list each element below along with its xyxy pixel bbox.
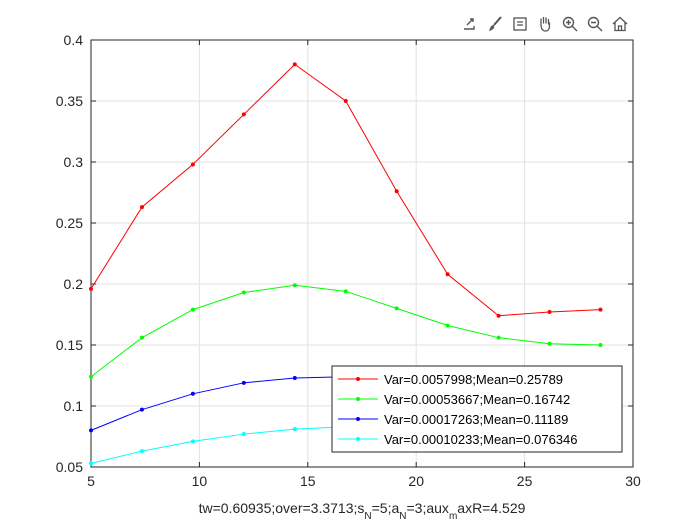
x-tick-label: 10 xyxy=(192,473,208,489)
data-point xyxy=(139,449,144,454)
x-tick-label: 25 xyxy=(517,473,533,489)
data-point xyxy=(547,310,552,315)
data-point xyxy=(89,428,93,433)
x-tick-label: 5 xyxy=(87,473,95,489)
x-axis-label: tw=0.60935;over=3.3713;sN=5;aN=3;auxmaxR… xyxy=(199,500,526,522)
data-point xyxy=(598,343,603,347)
legend-label-2: Var=0.00053667;Mean=0.16742 xyxy=(384,392,570,407)
y-tick-label: 0.4 xyxy=(64,32,84,48)
data-point xyxy=(292,62,297,67)
x-tick-label: 30 xyxy=(625,473,641,489)
brush-icon[interactable] xyxy=(483,12,506,36)
y-tick-label: 0.15 xyxy=(56,337,83,353)
y-tick-label: 0.05 xyxy=(56,459,83,475)
y-tick-label: 0.1 xyxy=(64,398,84,414)
pan-icon[interactable] xyxy=(533,12,556,36)
x-tick-label: 20 xyxy=(408,473,424,489)
data-point xyxy=(292,375,297,380)
data-point xyxy=(598,307,603,312)
zoom-out-icon[interactable] xyxy=(583,12,606,36)
data-point xyxy=(139,335,144,340)
data-point xyxy=(139,205,144,210)
home-icon[interactable] xyxy=(608,12,631,36)
y-tick-label: 0.35 xyxy=(56,93,83,109)
export-icon[interactable] xyxy=(458,12,481,36)
data-point xyxy=(292,427,297,432)
data-point xyxy=(190,391,195,396)
legend-label-4: Var=0.00010233;Mean=0.076346 xyxy=(384,432,577,447)
y-tick-label: 0.2 xyxy=(64,276,84,292)
data-point xyxy=(89,374,93,379)
data-point xyxy=(292,283,297,288)
axes-box xyxy=(90,39,634,468)
zoom-in-icon[interactable] xyxy=(558,12,581,36)
data-point xyxy=(445,272,450,277)
data-point xyxy=(139,407,144,412)
legend-marker-1 xyxy=(356,377,360,381)
legend-label-1: Var=0.0057998;Mean=0.25789 xyxy=(384,372,563,387)
data-point xyxy=(343,289,348,294)
legend-marker-3 xyxy=(356,417,360,421)
data-point xyxy=(496,313,501,318)
legend-box xyxy=(331,365,623,453)
y-tick-label: 0.3 xyxy=(64,154,84,170)
data-point xyxy=(241,432,246,437)
data-point xyxy=(190,162,195,167)
x-tick-label: 15 xyxy=(300,473,316,489)
legend-marker-2 xyxy=(356,397,360,401)
data-point xyxy=(190,439,195,444)
data-point xyxy=(241,112,246,117)
data-point xyxy=(89,286,93,291)
data-point xyxy=(241,380,246,385)
legend-marker-4 xyxy=(356,437,360,441)
data-point xyxy=(394,306,399,311)
data-point xyxy=(190,307,195,312)
data-point xyxy=(445,323,450,328)
data-point xyxy=(343,99,348,103)
data-point xyxy=(89,461,93,466)
axes-toolbar xyxy=(458,12,631,38)
y-tick-label: 0.25 xyxy=(56,215,83,231)
data-point xyxy=(547,341,552,346)
legend-label-3: Var=0.00017263;Mean=0.11189 xyxy=(384,412,568,427)
data-point xyxy=(241,290,246,295)
data-point xyxy=(394,189,399,194)
data-tip-icon[interactable] xyxy=(508,12,531,36)
data-point xyxy=(496,335,501,340)
